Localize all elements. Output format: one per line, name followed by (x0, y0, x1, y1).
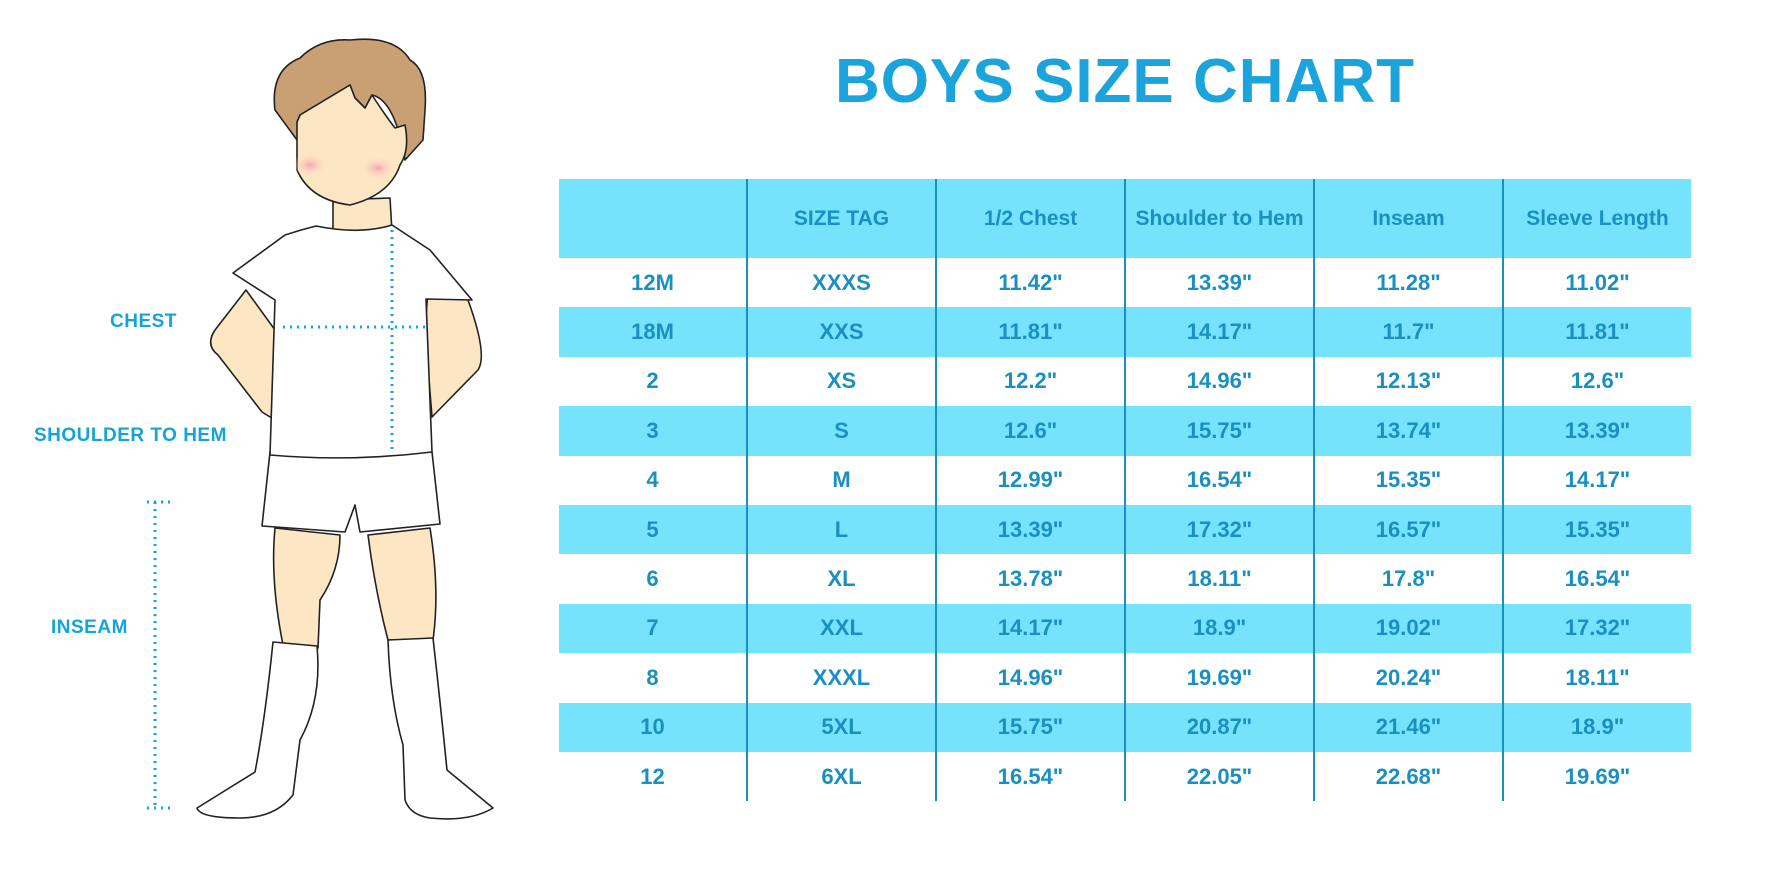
table-cell: L (746, 504, 937, 555)
table-cell: M (746, 455, 937, 505)
table-cell: 12.13" (1313, 356, 1504, 407)
table-cell: 12M (559, 258, 748, 308)
table-cell: 11.28" (1313, 258, 1504, 308)
table-cell: 12.2" (935, 356, 1126, 407)
column-header: SIZE TAG (746, 179, 937, 258)
table-cell: 14.96" (1124, 356, 1315, 407)
table-cell: 19.69" (1502, 751, 1691, 802)
table-row: 6 XL 13.78" 18.11" 17.8" 16.54" (559, 554, 1691, 604)
table-cell: XXXS (746, 258, 937, 308)
table-row: 5 L 13.39" 17.32" 16.57" 15.35" (559, 504, 1691, 555)
table-cell: 14.96" (935, 653, 1126, 703)
table-cell: 18.9" (1502, 702, 1691, 752)
table-row: 12M XXXS 11.42" 13.39" 11.28" 11.02" (559, 258, 1691, 308)
inseam-label: INSEAM (51, 617, 128, 638)
table-cell: XXXL (746, 653, 937, 703)
table-cell: 13.78" (935, 554, 1126, 604)
boy-illustration (147, 38, 494, 820)
table-cell: 22.05" (1124, 751, 1315, 802)
chest-label: CHEST (110, 311, 177, 332)
size-chart-table: SIZE TAG 1/2 Chest Shoulder to Hem Inseam Sl… (559, 179, 1691, 802)
table-cell: 3 (559, 406, 748, 456)
table-cell: 6 (559, 554, 748, 604)
table-row: 8 XXXL 14.96" 19.69" 20.24" 18.11" (559, 653, 1691, 703)
table-cell: XXS (746, 307, 937, 357)
page-title: BOYS SIZE CHART (835, 47, 1415, 116)
table-cell: 11.81" (1502, 307, 1691, 357)
shirt (232, 224, 473, 459)
table-row: 12 6XL 16.54" 22.05" 22.68" 19.69" (559, 751, 1691, 802)
column-header: Inseam (1313, 179, 1504, 258)
table-cell: 13.39" (1124, 258, 1315, 308)
shorts (261, 451, 441, 533)
table-cell: 22.68" (1313, 751, 1504, 802)
table-cell: 13.39" (935, 504, 1126, 555)
table-cell: 12.6" (1502, 356, 1691, 407)
table-cell: 16.54" (1502, 554, 1691, 604)
table-row: 3 S 12.6" 15.75" 13.74" 13.39" (559, 406, 1691, 456)
table-cell: 18M (559, 307, 748, 357)
table-cell: 15.35" (1313, 455, 1504, 505)
table-cell: 17.32" (1502, 603, 1691, 654)
table-cell: 16.54" (1124, 455, 1315, 505)
table-cell: S (746, 406, 937, 456)
table-cell: 13.74" (1313, 406, 1504, 456)
table-cell: 12 (559, 751, 748, 802)
table-cell: 18.9" (1124, 603, 1315, 654)
hair (273, 38, 427, 161)
table-cell: 14.17" (1124, 307, 1315, 357)
table-cell: 7 (559, 603, 748, 654)
table-cell: 5XL (746, 702, 937, 752)
table-cell: 13.39" (1502, 406, 1691, 456)
table-cell: 15.35" (1502, 504, 1691, 555)
table-cell: 16.57" (1313, 504, 1504, 555)
right-leg (367, 527, 437, 641)
table-row: 7 XXL 14.17" 18.9" 19.02" 17.32" (559, 603, 1691, 654)
table-cell: 6XL (746, 751, 937, 802)
right-arm (424, 289, 483, 418)
left-leg (272, 527, 341, 649)
left-sock (196, 641, 319, 819)
table-cell: XS (746, 356, 937, 407)
shoulder-to-hem-label: SHOULDER TO HEM (34, 425, 227, 446)
table-cell: 15.75" (1124, 406, 1315, 456)
table-cell: 8 (559, 653, 748, 703)
column-header: 1/2 Chest (935, 179, 1126, 258)
table-cell: 17.8" (1313, 554, 1504, 604)
left-arm (209, 289, 276, 421)
table-row: 18M XXS 11.81" 14.17" 11.7" 11.81" (559, 307, 1691, 357)
table-cell: XL (746, 554, 937, 604)
table-cell: 17.32" (1124, 504, 1315, 555)
table-cell: 20.87" (1124, 702, 1315, 752)
table-cell: 12.6" (935, 406, 1126, 456)
table-cell: 18.11" (1502, 653, 1691, 703)
table-cell: 5 (559, 504, 748, 555)
table-cell: 11.42" (935, 258, 1126, 308)
column-header (559, 179, 748, 258)
table-cell: 12.99" (935, 455, 1126, 505)
table-cell: 4 (559, 455, 748, 505)
table-cell: 16.54" (935, 751, 1126, 802)
table-cell: 2 (559, 356, 748, 407)
table-cell: 10 (559, 702, 748, 752)
table-cell: 11.7" (1313, 307, 1504, 357)
table-cell: 19.02" (1313, 603, 1504, 654)
table-header-row: SIZE TAG 1/2 Chest Shoulder to Hem Inseam Sl… (559, 179, 1691, 258)
table-cell: 11.02" (1502, 258, 1691, 308)
table-cell: 20.24" (1313, 653, 1504, 703)
table-cell: 14.17" (1502, 455, 1691, 505)
table-cell: 21.46" (1313, 702, 1504, 752)
table-row: 2 XS 12.2" 14.96" 12.13" 12.6" (559, 356, 1691, 407)
column-header: Sleeve Length (1502, 179, 1691, 258)
table-cell: 11.81" (935, 307, 1126, 357)
table-row: 4 M 12.99" 16.54" 15.35" 14.17" (559, 455, 1691, 505)
table-row: 10 5XL 15.75" 20.87" 21.46" 18.9" (559, 702, 1691, 752)
table-cell: 18.11" (1124, 554, 1315, 604)
column-header: Shoulder to Hem (1124, 179, 1315, 258)
table-cell: 14.17" (935, 603, 1126, 654)
table-cell: 19.69" (1124, 653, 1315, 703)
table-cell: XXL (746, 603, 937, 654)
right-sock (387, 637, 494, 820)
table-cell: 15.75" (935, 702, 1126, 752)
